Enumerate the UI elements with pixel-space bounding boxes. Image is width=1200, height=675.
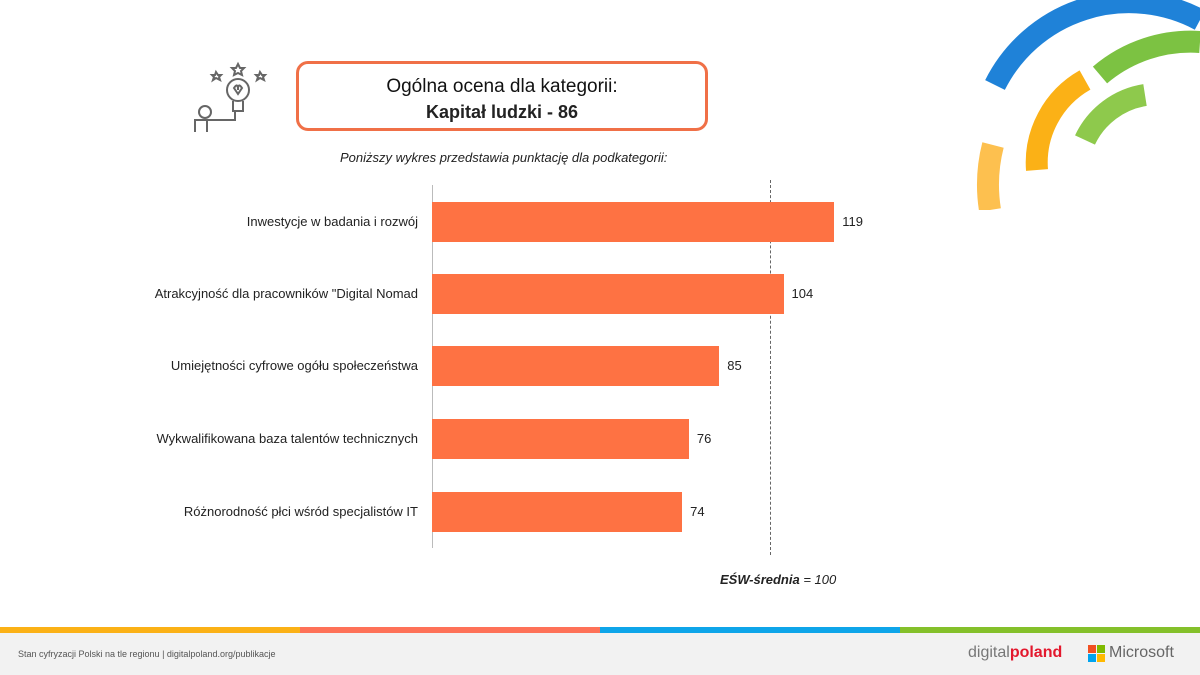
digitalpoland-logo: digitalpoland <box>968 644 1063 661</box>
reference-note: EŚW-średnia = 100 <box>720 572 836 587</box>
microsoft-logo: Microsoft <box>1088 644 1174 662</box>
bar <box>432 346 720 386</box>
category-label: Inwestycje w badania i rozwój <box>246 214 418 229</box>
stripe <box>300 627 600 633</box>
data-label: 119 <box>842 214 863 229</box>
category-label: Różnorodność płci wśród specjalistów IT <box>183 504 418 519</box>
average-reference-line <box>770 180 771 555</box>
microsoft-icon <box>1088 644 1105 662</box>
data-label: 104 <box>791 286 814 301</box>
data-label: 74 <box>690 504 705 519</box>
color-stripes <box>0 627 1200 633</box>
bar <box>432 202 835 242</box>
decorative-arcs <box>977 0 1200 210</box>
data-label: 85 <box>727 358 742 373</box>
category-label: Wykwalifikowana baza talentów techniczny… <box>156 431 418 446</box>
bar <box>432 274 784 314</box>
category-label: Umiejętności cyfrowe ogółu społeczeństwa <box>170 358 418 373</box>
footer: Stan cyfryzacji Polski na tle regionu | … <box>0 633 1200 675</box>
category-label: Atrakcyjność dla pracowników "Digital No… <box>154 286 418 301</box>
bar <box>432 492 683 532</box>
stripe <box>600 627 900 633</box>
chart-subtitle: Poniższy wykres przedstawia punktację dl… <box>340 150 668 165</box>
footer-text: Stan cyfryzacji Polski na tle regionu | … <box>18 649 276 659</box>
lightbulb-person-icon <box>194 61 268 132</box>
data-label: 76 <box>696 431 712 446</box>
reference-label-bold: EŚW-średnia <box>720 572 800 587</box>
stripe <box>0 627 300 633</box>
title-line1: Ogólna ocena dla kategorii: <box>386 76 618 97</box>
title-line2: Kapitał ludzki - 86 <box>425 102 579 122</box>
category-title-box: Ogólna ocena dla kategorii: Kapitał ludz… <box>296 61 708 131</box>
reference-label-value: = 100 <box>799 572 837 587</box>
bar <box>432 419 689 459</box>
stripe <box>900 627 1200 633</box>
